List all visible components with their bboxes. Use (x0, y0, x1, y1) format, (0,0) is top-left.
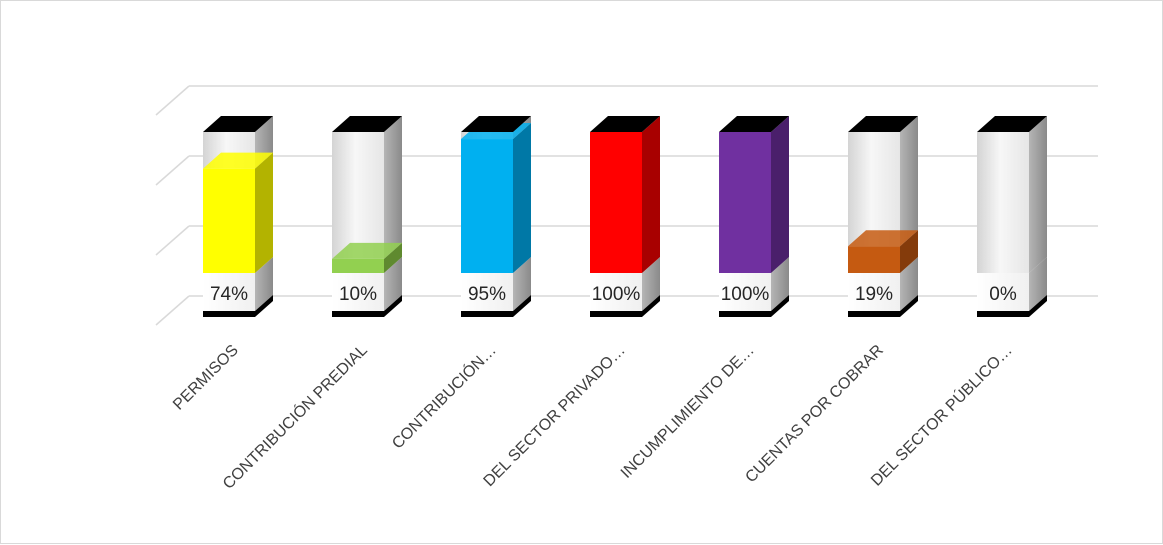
gridline-depth (155, 155, 190, 186)
bar-fill-side (384, 242, 402, 273)
data-label: 74% (210, 284, 248, 305)
bar-fill-side (900, 230, 918, 273)
category-label: CONTRIBUCIÓN PREDIAL (218, 340, 370, 492)
bar-fill-top (203, 152, 273, 169)
bar-empty-front (977, 132, 1029, 273)
bar-empty-front (848, 132, 900, 247)
gridline-depth (155, 85, 190, 116)
bar-fill-top (332, 242, 402, 259)
data-label: 10% (339, 284, 377, 305)
bar-fill-front (590, 132, 642, 273)
bar-series: 74% 10% 95% 100% 100% 19% 0% (203, 116, 1047, 317)
data-label: 19% (855, 284, 893, 305)
bar-base-front (461, 273, 513, 311)
data-label: 0% (989, 284, 1017, 305)
bar-fill-side (255, 152, 273, 273)
category-label: CONTRIBUCIÓN… (388, 340, 500, 452)
bar-top-cap (461, 116, 531, 132)
data-label: 95% (468, 284, 506, 305)
bar-base-side (771, 257, 789, 311)
category-label: DEL SECTOR PRIVADO… (481, 342, 629, 490)
bar-fill-front (719, 132, 771, 273)
bar-fill-front (203, 168, 255, 273)
bar-top-cap (719, 116, 789, 132)
bar-base-bottom (461, 295, 531, 317)
bar-base-bottom (977, 295, 1047, 317)
bar-top-cap (332, 116, 402, 132)
bar-empty-side (384, 116, 402, 259)
bar-base-side (255, 257, 273, 311)
category-label: CUENTAS POR COBRAR (742, 342, 886, 486)
bar-base-front (203, 273, 255, 311)
gridline-depth (155, 295, 190, 326)
bar-empty-side (900, 116, 918, 247)
bar-5: 19% (848, 116, 918, 317)
bar-fill-side (771, 116, 789, 273)
bar-base-side (513, 257, 531, 311)
bar-base-side (1029, 257, 1047, 311)
bar-top-cap (590, 116, 660, 132)
bar-fill-side (513, 123, 531, 273)
bar-fill-side (642, 116, 660, 273)
bar-empty-side (1029, 116, 1047, 273)
bar-base-side (384, 257, 402, 311)
bar-top-cap (848, 116, 918, 132)
bar-base-front (590, 273, 642, 311)
bar-base-bottom (848, 295, 918, 317)
category-label: INCUMPLIMIENTO DE… (618, 342, 758, 482)
bar-fill-front (332, 258, 384, 273)
data-label: 100% (592, 284, 641, 305)
bar-base-bottom (203, 295, 273, 317)
bar-base-front (719, 273, 771, 311)
bar-base-side (900, 257, 918, 311)
bar-1: 10% (332, 116, 402, 317)
bar-base-bottom (590, 295, 660, 317)
bar-base-bottom (332, 295, 402, 317)
data-label: 100% (721, 284, 770, 305)
bar-0: 74% (203, 116, 273, 317)
bar-base-front (977, 273, 1029, 311)
bar-base-front (332, 273, 384, 311)
category-label: DEL SECTOR PÚBLICO… (867, 340, 1016, 489)
bar-base-side (642, 257, 660, 311)
gridline-depth (155, 225, 190, 256)
bar-top-cap (203, 116, 273, 132)
bar-fill-front (848, 246, 900, 273)
bar-base-front (848, 273, 900, 311)
category-label: PERMISOS (170, 342, 242, 414)
bar-4: 100% (719, 116, 789, 317)
bar-top-cap (977, 116, 1047, 132)
bar-empty-front (332, 132, 384, 259)
bar-6: 0% (977, 116, 1047, 317)
bar-base-bottom (719, 295, 789, 317)
bar-fill-front (461, 139, 513, 273)
bar-3: 100% (590, 116, 660, 317)
bar-2: 95% (461, 116, 531, 317)
bar-fill-top (848, 230, 918, 247)
